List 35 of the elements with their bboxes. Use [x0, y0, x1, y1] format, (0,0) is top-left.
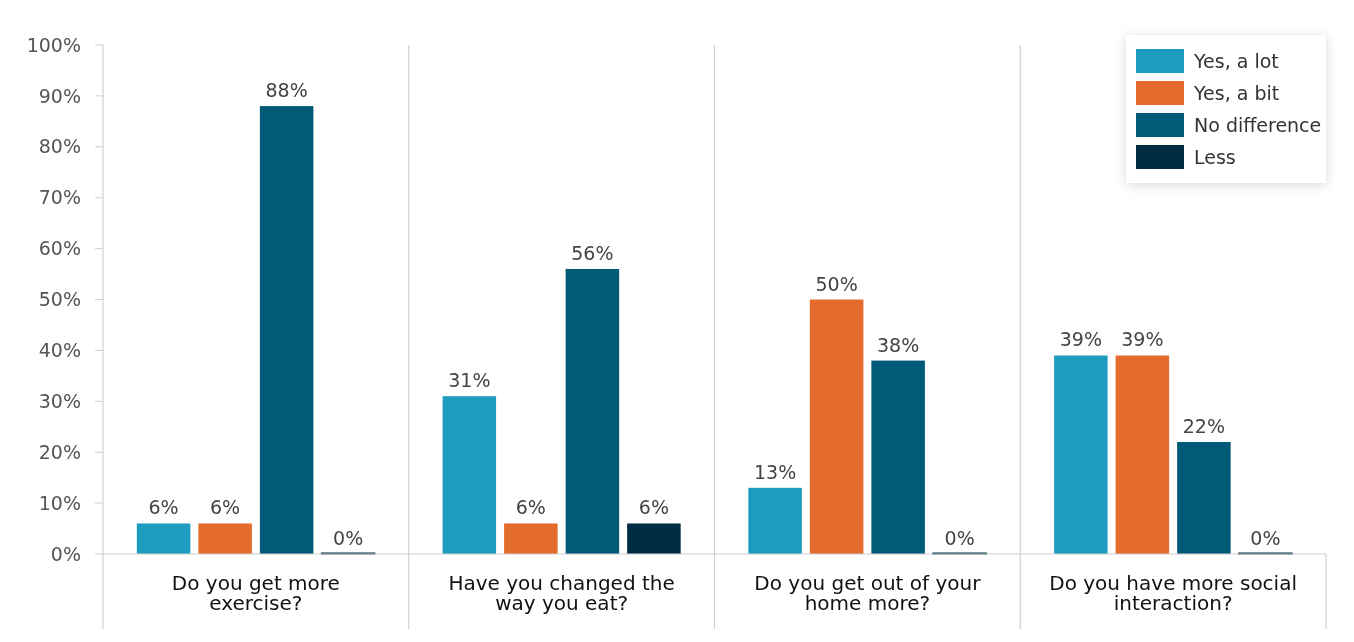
y-tick-label: 80% — [38, 135, 81, 158]
y-tick-label: 10% — [38, 491, 81, 514]
data-label: 6% — [515, 496, 546, 519]
data-label: 0% — [944, 527, 975, 549]
y-tick-label: 60% — [38, 237, 81, 260]
y-tick-label: 90% — [38, 84, 81, 107]
data-label: 39% — [1121, 328, 1164, 351]
data-label: 38% — [877, 333, 920, 356]
data-label: 6% — [148, 496, 179, 519]
y-tick-label: 0% — [50, 542, 81, 565]
data-label: 0% — [1250, 527, 1281, 549]
y-tick-label: 100% — [26, 33, 81, 56]
data-label: 22% — [1182, 415, 1225, 438]
y-tick-label: 40% — [38, 339, 81, 362]
x-tick-label: Do you get more exercise? — [171, 571, 340, 615]
y-tick-label: 30% — [38, 389, 81, 412]
data-label: 88% — [265, 79, 308, 102]
x-tick-label: Do you have more social interaction? — [1049, 571, 1297, 615]
y-tick-label: 20% — [38, 440, 81, 463]
legend-label: No difference — [1194, 113, 1322, 136]
legend-label: Yes, a bit — [1193, 81, 1280, 104]
data-label: 50% — [815, 272, 858, 295]
data-label: 31% — [448, 369, 491, 392]
x-tick-label: Have you changed the way you eat? — [448, 571, 675, 615]
y-tick-label: 70% — [38, 186, 81, 209]
data-label: 6% — [638, 496, 669, 519]
data-label: 0% — [333, 527, 364, 549]
data-label: 56% — [571, 241, 614, 264]
x-tick-label: Do you get out of your home more? — [754, 571, 982, 615]
data-label: 6% — [210, 496, 241, 519]
data-label: 13% — [753, 460, 797, 483]
y-tick-label: 50% — [38, 288, 81, 311]
data-label: 39% — [1059, 328, 1102, 351]
legend-label: Yes, a lot — [1193, 49, 1279, 72]
legend-label: Less — [1194, 145, 1236, 168]
